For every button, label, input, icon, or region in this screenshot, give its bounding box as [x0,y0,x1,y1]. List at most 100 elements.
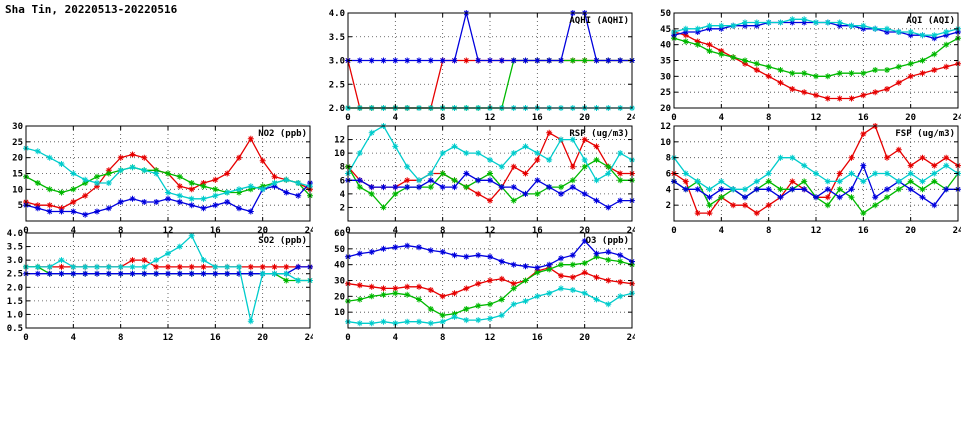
x-tick-label: 12 [811,113,822,123]
x-tick-label: 24 [305,226,313,236]
chart-aqhi: 0 4 8 12 16 20 24 2.0 2.5 3.0 3.5 4.0 AQHI (AQHI) [322,8,638,124]
x-tick-label: 0 [671,226,676,236]
axis-ticks [25,232,311,329]
y-tick-label: 0.5 [7,324,23,334]
chart-o3: 0 4 8 12 16 20 24 10 20 30 40 50 60 O3 (ppb) [322,228,638,344]
x-tick-label: 16 [210,333,221,343]
x-tick-label: 8 [440,226,445,236]
x-tick-label: 8 [766,113,771,123]
y-tick-label: 2.5 [7,270,23,280]
x-tick-label: 20 [257,226,268,236]
x-tick-label: 4 [393,333,399,343]
y-tick-label: 35 [660,57,671,67]
chart-rsp: 0 4 8 12 16 20 24 2 4 6 8 10 12 RSP (ug/m3) [322,121,638,237]
axis-labels: 0 4 8 12 16 20 24 20 25 30 35 40 45 50 [660,9,964,123]
x-tick-label: 8 [118,333,123,343]
x-tick-label: 0 [671,113,676,123]
page-title: Sha Tin, 20220513-20220516 [5,3,178,16]
chart-title: SO2 (ppb) [258,236,307,246]
x-tick-label: 24 [953,226,961,236]
x-tick-label: 0 [23,333,28,343]
y-tick-label: 2.5 [329,80,345,90]
axis-ticks [347,232,633,328]
x-tick-label: 12 [811,226,822,236]
x-tick-label: 16 [532,113,543,123]
y-tick-label: 10 [12,185,23,195]
y-tick-label: 4.0 [329,9,345,19]
x-tick-label: 24 [627,113,635,123]
y-tick-label: 2.0 [7,283,23,293]
y-tick-label: 2 [666,201,671,211]
x-tick-label: 8 [440,113,445,123]
x-tick-label: 24 [627,333,635,343]
y-tick-label: 25 [12,138,23,148]
x-tick-label: 16 [532,333,543,343]
x-tick-label: 4 [71,226,77,236]
y-tick-label: 45 [660,25,671,35]
y-tick-label: 12 [334,136,345,146]
chart-svg: 0 4 8 12 16 20 24 2.0 2.5 3.0 3.5 4.0 AQHI (AQHI) [329,9,638,123]
chart-title: AQHI (AQHI) [569,16,629,26]
y-tick-label: 20 [334,292,345,302]
x-tick-label: 16 [858,226,869,236]
y-tick-label: 20 [12,154,23,164]
x-tick-label: 20 [579,333,590,343]
y-tick-label: 3.5 [7,243,23,253]
x-tick-label: 24 [627,226,635,236]
x-tick-label: 8 [766,226,771,236]
y-tick-label: 10 [660,138,671,148]
y-tick-label: 50 [660,9,671,19]
x-tick-label: 12 [163,226,174,236]
x-tick-label: 12 [485,226,496,236]
y-tick-label: 10 [334,308,345,318]
x-tick-label: 24 [305,333,313,343]
y-tick-label: 3.5 [329,33,345,43]
x-tick-label: 12 [485,333,496,343]
y-tick-label: 4 [340,190,346,200]
x-tick-label: 0 [345,113,350,123]
axis-labels: 0 4 8 12 16 20 24 0.5 1.0 1.5 2.0 2.5 3.0 3.5 4.0 [7,229,316,343]
chart-title: AQI (AQI) [906,16,955,26]
y-tick-label: 6 [340,176,345,186]
x-tick-label: 16 [858,113,869,123]
y-tick-label: 30 [334,277,345,287]
x-tick-label: 12 [163,333,174,343]
y-tick-label: 8 [666,154,671,164]
chart-so2: 0 4 8 12 16 20 24 0.5 1.0 1.5 2.0 2.5 3.0 3.5 4.0 SO2 (… [0,228,316,344]
y-tick-label: 3.0 [7,256,23,266]
x-tick-label: 4 [71,333,77,343]
x-tick-label: 20 [905,226,916,236]
x-tick-label: 0 [23,226,28,236]
x-tick-label: 4 [393,113,399,123]
y-tick-label: 1.5 [7,297,23,307]
x-tick-label: 20 [579,113,590,123]
y-tick-label: 40 [334,261,345,271]
y-tick-label: 10 [334,149,345,159]
x-tick-label: 4 [393,226,399,236]
y-tick-label: 3.0 [329,57,345,67]
y-tick-label: 60 [334,229,345,239]
chart-title: O3 (ppb) [586,236,629,246]
x-tick-label: 20 [579,226,590,236]
y-tick-label: 30 [12,122,23,132]
x-tick-label: 8 [118,226,123,236]
plot-area [26,233,310,328]
x-tick-label: 0 [345,333,350,343]
axis-ticks [25,125,311,221]
axis-ticks [673,125,959,221]
y-tick-label: 40 [660,41,671,51]
x-tick-label: 4 [719,113,725,123]
x-tick-label: 0 [345,226,350,236]
chart-no2: 0 4 8 12 16 20 24 5 10 15 20 25 30 NO2 (ppb) [0,121,316,237]
y-tick-label: 6 [666,170,671,180]
x-tick-label: 16 [532,226,543,236]
y-tick-label: 12 [660,122,671,132]
y-tick-label: 8 [340,163,345,173]
x-tick-label: 12 [485,113,496,123]
y-tick-label: 1.0 [7,310,23,320]
chart-title: NO2 (ppb) [258,129,307,139]
